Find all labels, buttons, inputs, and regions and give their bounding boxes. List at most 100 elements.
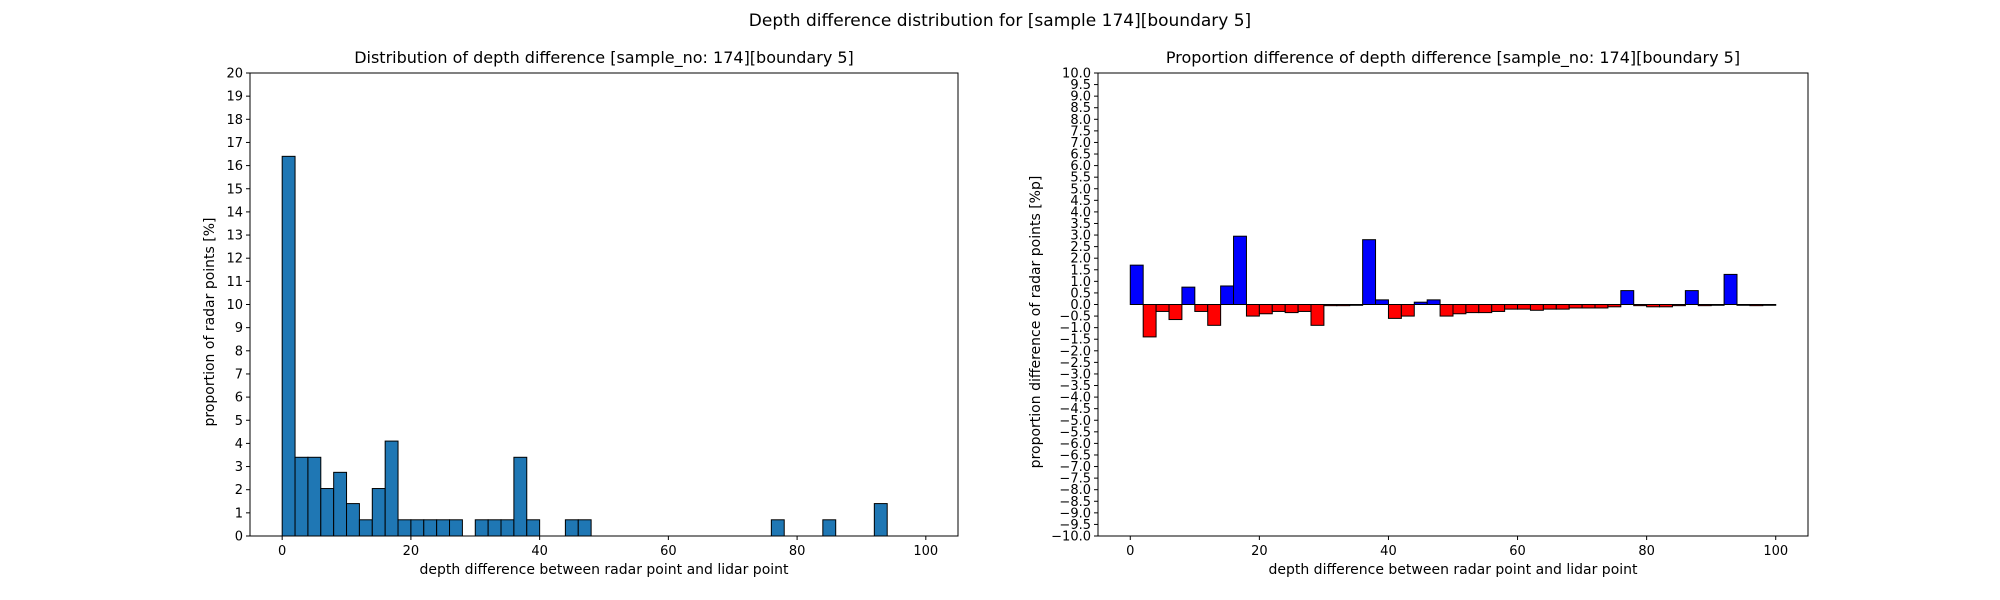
right-y-tick-label: 4.5 bbox=[1070, 194, 1091, 209]
right-bar bbox=[1387, 304, 1402, 319]
left-bars bbox=[281, 155, 888, 537]
left-bar bbox=[371, 488, 386, 537]
right-bar bbox=[1542, 304, 1557, 310]
right-bar bbox=[1568, 304, 1583, 309]
right-x-tick-label: 40 bbox=[1380, 544, 1397, 559]
right-bar bbox=[1633, 304, 1648, 307]
left-y-tick-label: 18 bbox=[226, 113, 243, 128]
left-bar bbox=[358, 519, 373, 537]
right-y-tick-label: 3.0 bbox=[1070, 229, 1091, 244]
right-y-tick-label: 2.0 bbox=[1070, 252, 1091, 267]
left-bar bbox=[822, 519, 837, 537]
left-y-tick-label: 8 bbox=[235, 344, 243, 359]
left-bar bbox=[873, 503, 888, 537]
left-bar bbox=[513, 456, 528, 537]
left-frame bbox=[249, 72, 959, 537]
right-bar bbox=[1452, 304, 1467, 315]
left-bar bbox=[526, 519, 541, 537]
right-y-tick-label: 3.5 bbox=[1070, 217, 1091, 232]
left-bar bbox=[410, 519, 425, 537]
left-bar bbox=[294, 456, 309, 537]
left-x-tick-label: 60 bbox=[660, 544, 677, 559]
right-bar bbox=[1284, 304, 1299, 314]
right-bar bbox=[1749, 304, 1764, 307]
right-bar bbox=[1336, 304, 1351, 307]
right-bar bbox=[1659, 304, 1673, 308]
right-bar bbox=[1168, 304, 1183, 321]
left-chart-title: Distribution of depth difference [sample… bbox=[354, 48, 854, 68]
right-bar bbox=[1491, 304, 1506, 312]
right-bar bbox=[1697, 304, 1712, 307]
left-y-tick-label: 19 bbox=[226, 90, 243, 105]
right-y-tick-label: −5.5 bbox=[1059, 425, 1091, 440]
left-y-tick-label: 0 bbox=[235, 530, 243, 545]
right-bar bbox=[1465, 304, 1480, 314]
right-bar bbox=[1245, 304, 1260, 317]
left-bar bbox=[281, 155, 296, 537]
right-bar bbox=[1504, 304, 1519, 310]
right-y-tick-label: 9.0 bbox=[1070, 90, 1091, 105]
right-bar bbox=[1297, 304, 1312, 312]
right-y-tick-label: 7.5 bbox=[1070, 124, 1091, 139]
right-bar bbox=[1375, 299, 1389, 305]
right-x-axis-label: depth difference between radar point and… bbox=[1268, 562, 1638, 578]
right-bar bbox=[1723, 273, 1738, 305]
right-x-tick-label: 60 bbox=[1509, 544, 1526, 559]
left-x-tick-label: 80 bbox=[789, 544, 806, 559]
right-bar bbox=[1478, 304, 1493, 314]
left-bar bbox=[487, 519, 502, 537]
left-bar bbox=[770, 519, 785, 537]
right-x-ticks: 0 20 40 60 80 100 bbox=[1126, 536, 1788, 559]
right-bar bbox=[1413, 301, 1428, 305]
left-bar bbox=[397, 519, 412, 537]
right-y-tick-label: 1.5 bbox=[1070, 263, 1091, 278]
left-bar bbox=[577, 519, 592, 537]
right-y-tick-label: −2.0 bbox=[1059, 344, 1091, 359]
right-y-tick-label: 2.5 bbox=[1070, 240, 1091, 255]
left-x-tick-label: 100 bbox=[913, 544, 938, 559]
right-bar bbox=[1323, 304, 1338, 307]
left-bar bbox=[474, 519, 489, 537]
left-y-tick-label: 3 bbox=[235, 460, 243, 475]
right-bar bbox=[1646, 304, 1661, 308]
right-bar bbox=[1400, 304, 1415, 317]
left-bar bbox=[436, 519, 451, 537]
left-y-tick-label: 2 bbox=[235, 483, 243, 498]
right-bar bbox=[1594, 304, 1609, 309]
left-y-tick-label: 5 bbox=[235, 414, 243, 429]
right-y-tick-label: 1.0 bbox=[1070, 275, 1091, 290]
right-y-tick-label: −1.0 bbox=[1059, 321, 1091, 336]
right-bar bbox=[1207, 304, 1222, 326]
right-bar bbox=[1607, 304, 1622, 308]
right-x-tick-label: 80 bbox=[1638, 544, 1655, 559]
right-y-tick-label: −0.5 bbox=[1059, 310, 1091, 325]
right-bar bbox=[1220, 285, 1235, 306]
left-y-tick-label: 20 bbox=[226, 67, 243, 82]
right-y-tick-label: −1.5 bbox=[1059, 333, 1091, 348]
left-bar bbox=[423, 519, 438, 537]
right-bar bbox=[1142, 304, 1157, 338]
right-chart-title: Proportion difference of depth differenc… bbox=[1166, 48, 1740, 68]
right-bar bbox=[1581, 304, 1596, 309]
left-plot-area: 0 20 40 60 80 1000123456789101112131415161718… bbox=[226, 67, 959, 559]
right-bar bbox=[1129, 264, 1144, 305]
left-y-tick-label: 14 bbox=[226, 205, 243, 220]
left-y-axis-label: proportion of radar points [%] bbox=[202, 217, 218, 426]
right-y-tick-label: −6.0 bbox=[1059, 437, 1091, 452]
right-y-tick-label: −3.5 bbox=[1059, 379, 1091, 394]
left-bar bbox=[449, 519, 463, 537]
right-y-tick-label: −4.5 bbox=[1059, 402, 1091, 417]
right-bar bbox=[1710, 304, 1725, 306]
right-y-tick-label: 0.0 bbox=[1070, 298, 1091, 313]
right-bars bbox=[1129, 235, 1777, 338]
left-y-tick-label: 9 bbox=[235, 321, 243, 336]
right-y-tick-label: −7.0 bbox=[1059, 460, 1091, 475]
left-y-tick-label: 11 bbox=[226, 275, 243, 290]
right-y-tick-label: −10.0 bbox=[1051, 530, 1091, 545]
right-x-tick-label: 100 bbox=[1763, 544, 1788, 559]
right-bar bbox=[1271, 304, 1286, 312]
left-y-tick-label: 17 bbox=[226, 136, 243, 151]
right-y-tick-label: 5.5 bbox=[1070, 171, 1091, 186]
left-y-tick-label: 15 bbox=[226, 182, 243, 197]
